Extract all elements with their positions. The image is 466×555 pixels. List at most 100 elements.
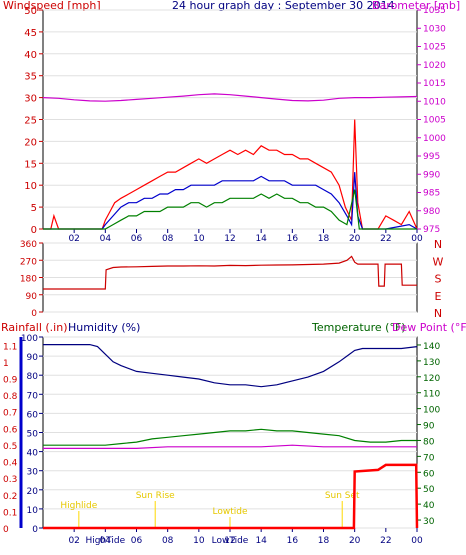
humidity-y-tick-label: 90 — [27, 353, 39, 363]
graph-title: 24 hour graph day : September 30 2014 — [172, 0, 395, 12]
barometer-y-tick-label: 1010 — [423, 97, 446, 107]
wind-y-tick-label: 40 — [24, 50, 37, 61]
rainfall-y-axis: 0 0.1 0.2 0.3 0.4 0.5 0.6 0.7 0.8 0.9 1 1.1 — [3, 342, 18, 535]
humidity-y-tick-label: 50 — [27, 430, 39, 440]
barometer-y-axis: 975 980 985 990 995 1000 1005 1010 1015 1020 1025 1… — [417, 6, 446, 235]
wind-y-axis: 0 5 10 15 20 25 30 35 40 45 50 — [24, 6, 43, 236]
rainfall-y-tick-label: 0.7 — [3, 409, 17, 419]
tide-bottom-label: HighTide — [86, 536, 126, 546]
temperature-y-tick-label: 80 — [423, 437, 435, 447]
rainfall-y-tick-label: 1.1 — [3, 342, 17, 352]
direction-gridlines — [43, 242, 417, 313]
humidity-axis-label: Humidity (%) — [68, 321, 140, 334]
wind-y-tick-label: 35 — [24, 72, 37, 83]
wind-y-tick-label: 30 — [24, 94, 37, 105]
direction-y-tick-label: 0 — [31, 309, 37, 319]
humidity-y-tick-label: 0 — [32, 525, 38, 535]
compass-label: S — [435, 273, 442, 286]
temperature-y-tick-label: 90 — [423, 422, 435, 432]
wind-y-tick-label: 0 — [31, 225, 37, 236]
barometer-y-tick-label: 995 — [423, 152, 440, 162]
wind-y-tick-label: 50 — [24, 6, 37, 17]
compass-label: E — [435, 290, 442, 303]
temperature-y-tick-label: 120 — [423, 374, 440, 384]
compass-label: N — [434, 307, 442, 320]
temp-x-tick-label: 02 — [68, 536, 79, 546]
wind-barometer-panel: Windspeed [mph] 24 hour graph day : Sept… — [3, 0, 460, 244]
barometer-y-tick-label: 985 — [423, 189, 440, 199]
barometer-line — [42, 93, 418, 102]
temp-x-tick-label: 08 — [162, 536, 174, 546]
temp-x-tick-label: 18 — [318, 536, 330, 546]
rainfall-y-tick-label: 1 — [3, 359, 9, 369]
temperature-y-tick-label: 70 — [423, 453, 435, 463]
humidity-y-tick-label: 40 — [27, 449, 39, 459]
temperature-line — [43, 428, 417, 446]
barometer-y-tick-label: 980 — [423, 207, 440, 217]
wind-x-tick-label: 00 — [411, 234, 423, 244]
wind-x-tick-label: 10 — [193, 234, 205, 244]
compass-label: N — [434, 238, 442, 251]
wind-x-axis: 02 04 06 08 10 12 14 16 18 20 22 00 — [68, 229, 423, 244]
barometer-axis-label: Barometer [mb] — [372, 0, 460, 12]
wind-y-tick-label: 25 — [24, 116, 37, 127]
wind-y-tick-label: 5 — [31, 203, 37, 214]
humidity-y-tick-label: 100 — [21, 334, 38, 344]
tide-bottom-label: LowTide — [212, 536, 249, 546]
temp-x-tick-label: 14 — [255, 536, 267, 546]
temp-x-tick-label: 04 — [100, 536, 112, 546]
dewpoint-axis-label: Dew Point (°F) — [392, 321, 466, 334]
wind-x-tick-label: 06 — [131, 234, 143, 244]
wind-x-tick-label: 14 — [255, 234, 267, 244]
direction-y-tick-label: 360 — [20, 240, 37, 250]
rainfall-y-tick-label: 0 — [3, 525, 9, 535]
rainfall-axis-label: Rainfall (.in) — [1, 321, 68, 334]
barometer-y-tick-label: 1015 — [423, 79, 446, 89]
wind-x-tick-label: 18 — [318, 234, 330, 244]
dewpoint-line — [43, 444, 417, 449]
wind-x-tick-label: 16 — [287, 234, 299, 244]
direction-y-tick-label: 270 — [20, 257, 37, 267]
annotation-label: Sun Set — [325, 491, 360, 501]
rainfall-y-tick-label: 0.3 — [3, 475, 17, 485]
tide-sun-annotations: Highlide Sun Rise Lowtide Sun Set HighTide Lo… — [60, 491, 360, 546]
wind-y-tick-label: 45 — [24, 28, 37, 39]
rainfall-y-tick-label: 0.6 — [3, 425, 18, 435]
barometer-y-tick-label: 1000 — [423, 134, 446, 144]
barometer-y-tick-label: 1030 — [423, 24, 446, 34]
temperature-y-tick-label: 50 — [423, 485, 435, 495]
compass-label: W — [433, 255, 444, 268]
annotation-label: Highlide — [60, 501, 97, 511]
annotation-label: Lowtide — [212, 507, 247, 517]
temp-x-tick-label: 12 — [224, 536, 235, 546]
temp-x-tick-label: 22 — [380, 536, 391, 546]
temperature-y-tick-label: 110 — [423, 390, 440, 400]
barometer-y-tick-label: 1025 — [423, 43, 446, 53]
rainfall-line — [43, 463, 419, 530]
temp-x-tick-label: 06 — [131, 536, 143, 546]
wind-x-tick-label: 04 — [100, 234, 112, 244]
temperature-y-tick-label: 30 — [423, 517, 435, 527]
rainfall-y-tick-label: 0.5 — [3, 442, 17, 452]
wind_direction-line — [43, 255, 417, 290]
wind_min-line — [43, 189, 417, 230]
humidity-y-tick-label: 60 — [27, 410, 39, 420]
rainfall-y-tick-label: 0.1 — [3, 508, 17, 518]
temp-x-tick-label: 16 — [287, 536, 299, 546]
rainfall-y-tick-label: 0.2 — [3, 492, 17, 502]
direction-y-axis: 0 90 180 270 360 — [20, 240, 43, 319]
barometer-y-tick-label: 1020 — [423, 61, 446, 71]
humidity-y-tick-label: 70 — [27, 391, 39, 401]
barometer-y-tick-label: 990 — [423, 170, 440, 180]
humidity-line — [43, 344, 418, 388]
temp-x-tick-label: 00 — [411, 536, 423, 546]
barometer-y-tick-label: 975 — [423, 225, 440, 235]
barometer-y-tick-label: 1035 — [423, 6, 446, 16]
wind-x-tick-label: 02 — [68, 234, 79, 244]
wind-x-tick-label: 12 — [224, 234, 235, 244]
temperature-y-tick-label: 60 — [423, 469, 435, 479]
temp-x-axis: 02 04 06 08 10 12 14 16 18 20 22 00 — [68, 528, 423, 546]
